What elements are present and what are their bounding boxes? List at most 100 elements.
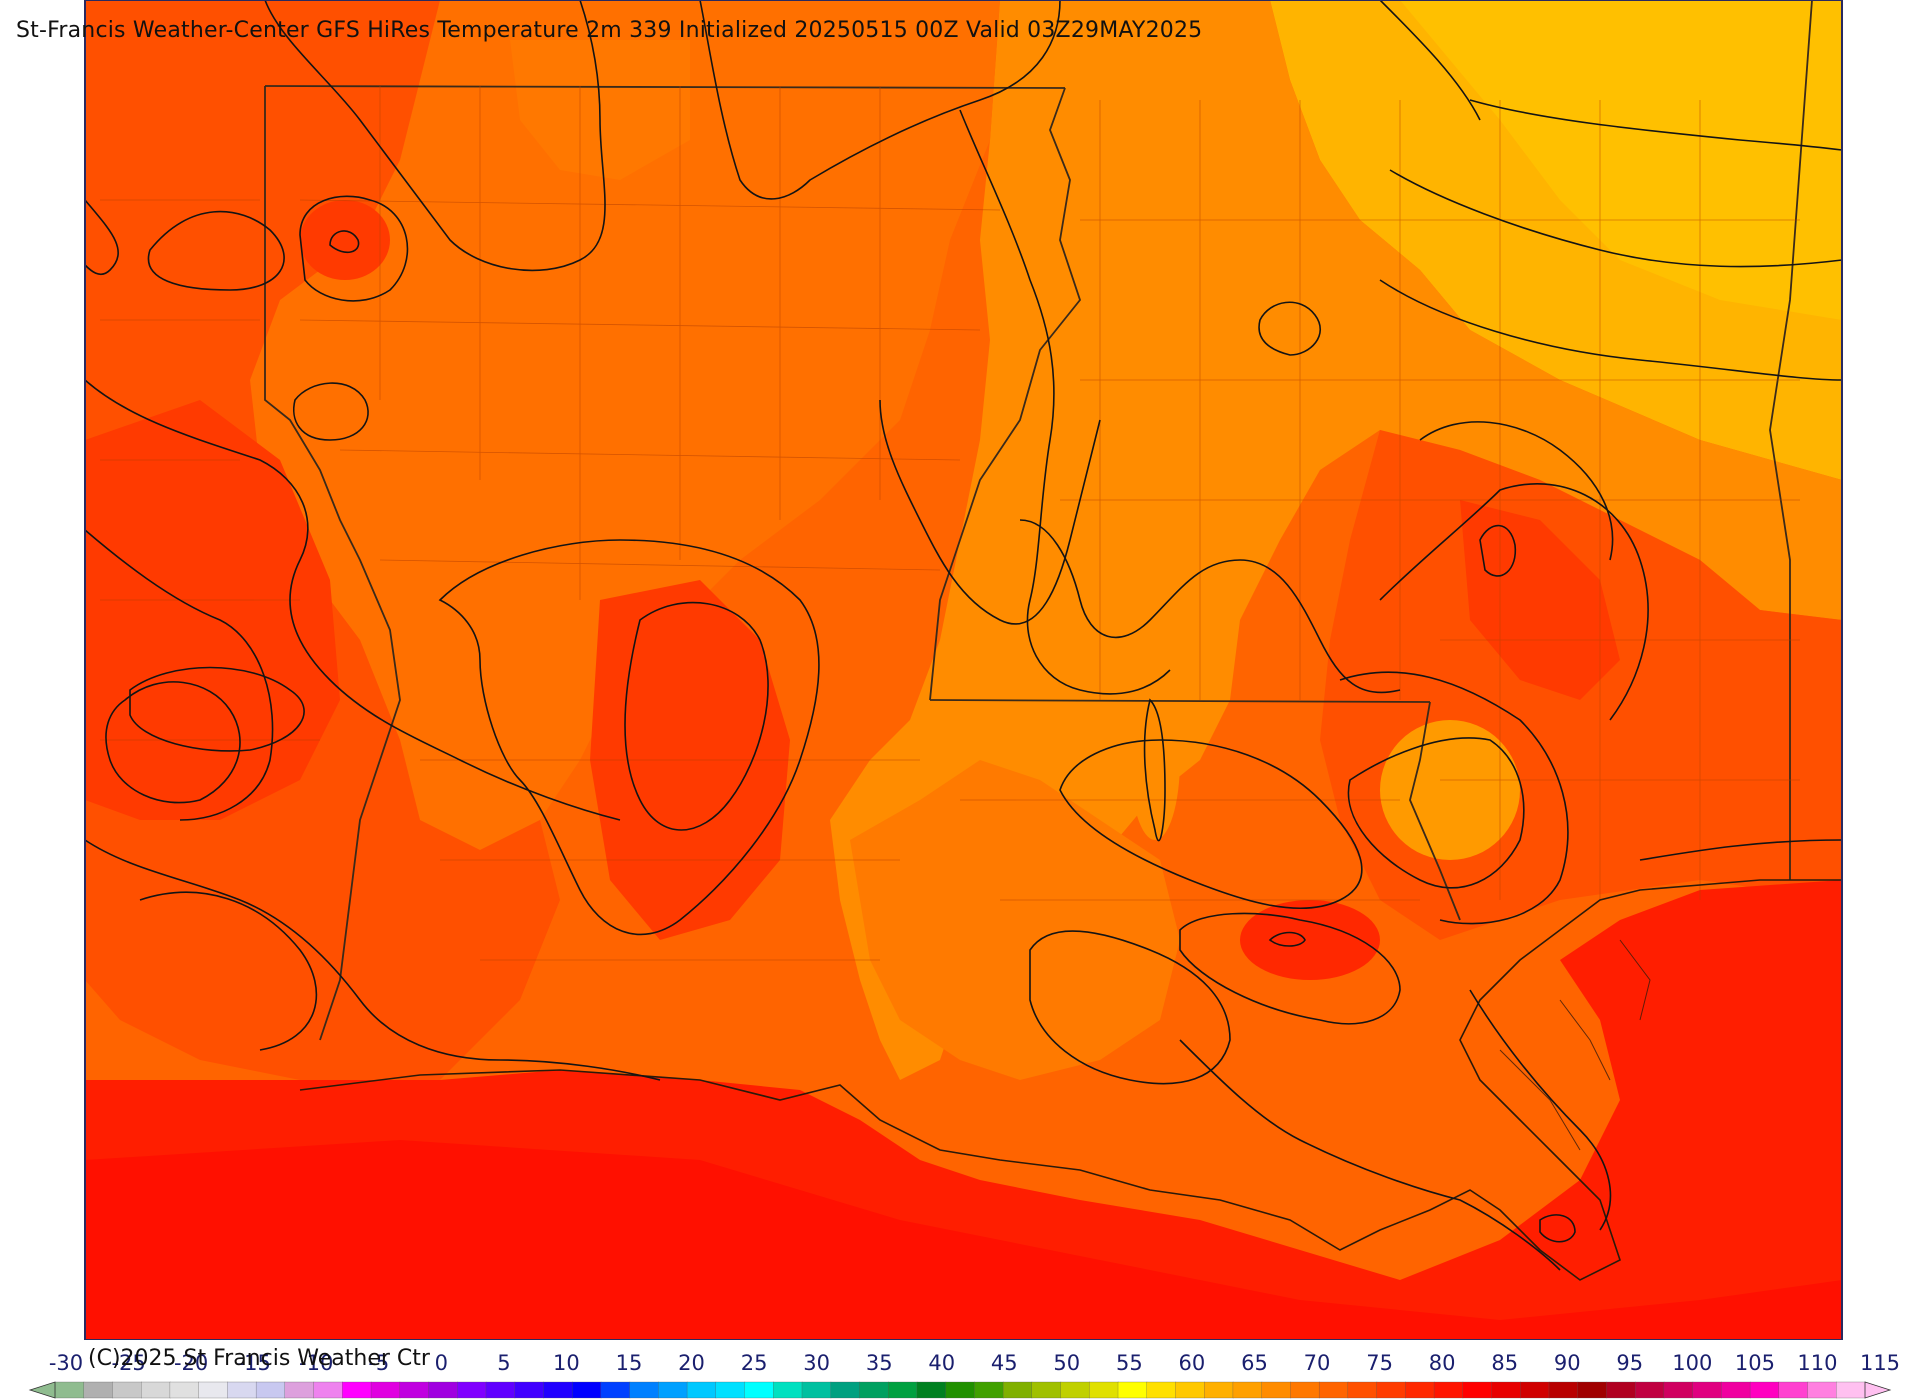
colorbar-bin: [1692, 1381, 1722, 1399]
colorbar-tick-label: 10: [553, 1351, 580, 1375]
contour-22: [1029, 930, 1231, 1085]
colorbar-right-arrow: [1864, 1381, 1892, 1399]
colorbar-tick-label: 50: [1053, 1351, 1080, 1375]
border-alabama-georgia: [1769, 0, 1813, 880]
contour-21: [1059, 739, 1363, 910]
colorbar-bin: [169, 1381, 200, 1399]
region-70f-west: [250, 0, 1000, 850]
colorbar-bin: [1778, 1381, 1809, 1399]
colorbar-bin: [1232, 1381, 1263, 1399]
colorbar-bin: [600, 1381, 631, 1399]
colorbar-bin: [485, 1381, 516, 1399]
colorbar-tick-label: 90: [1554, 1351, 1581, 1375]
colorbar-bin: [1836, 1381, 1866, 1399]
contour-27: [1419, 421, 1614, 561]
colorbar-bin: [141, 1381, 171, 1399]
colorbar-tick-label: -20: [174, 1351, 208, 1375]
colorbar-bin: [313, 1381, 343, 1399]
contour-2: [147, 210, 285, 291]
border-arkansas-north: [264, 85, 1066, 89]
colorbar-bin: [1807, 1381, 1837, 1399]
colorbar-bin: [1721, 1381, 1751, 1399]
colorbar-bin: [284, 1381, 315, 1399]
colorbar-bin: [83, 1381, 114, 1399]
colorbar-bin: [399, 1381, 430, 1399]
colorbar-bin: [1491, 1381, 1521, 1399]
temperature-map: [84, 0, 1843, 1340]
colorbar-tick-label: 45: [991, 1351, 1018, 1375]
colorbar-tick-label: 95: [1616, 1351, 1643, 1375]
colorbar-bin: [1204, 1381, 1234, 1399]
copyright-notice: (C)2025 St Francis Weather Ctr: [88, 1346, 430, 1371]
colorbar-bin: [54, 1381, 85, 1399]
colorbar-tick-label: 70: [1304, 1351, 1331, 1375]
contour-16: [879, 399, 1101, 625]
contour-12: [139, 891, 318, 1051]
colorbar-tick-label: 25: [741, 1351, 768, 1375]
colorbar-tick-label: 80: [1429, 1351, 1456, 1375]
colorbar-bin: [945, 1381, 976, 1399]
colorbar-bin: [1318, 1381, 1349, 1399]
colorbar-bin: [658, 1381, 688, 1399]
region-80f-west: [85, 400, 340, 820]
colorbar-bin: [1577, 1381, 1608, 1399]
colorbar-tick-label: -30: [49, 1351, 83, 1375]
river-delta: [1499, 939, 1651, 1151]
colorbar-bin: [1606, 1381, 1636, 1399]
colorbar-bin: [859, 1381, 889, 1399]
colorbar-tick-label: -15: [237, 1351, 271, 1375]
contour-26: [1379, 483, 1649, 721]
contour-29: [1347, 737, 1525, 889]
contour-15: [624, 601, 769, 831]
colorbar-tick-label: -5: [368, 1351, 389, 1375]
colorbar-bin: [744, 1381, 774, 1399]
contour-23: [1179, 912, 1401, 1025]
colorbar-bin: [916, 1381, 947, 1399]
contour-36: [1539, 1214, 1576, 1243]
contour-8: [84, 379, 621, 821]
coastline: [299, 879, 1842, 1281]
colorbar-bin: [1520, 1381, 1550, 1399]
colorbar-bin: [514, 1381, 545, 1399]
colorbar-tick-label: 85: [1491, 1351, 1518, 1375]
contour-25: [1339, 671, 1569, 925]
map-title: St-Francis Weather-Center GFS HiRes Temp…: [16, 18, 1203, 43]
colorbar-bin: [1031, 1381, 1062, 1399]
contour-7: [699, 0, 1061, 200]
colorbar-bin: [1635, 1381, 1665, 1399]
border-al-ms: [1409, 701, 1461, 921]
colorbar-bin: [1663, 1381, 1694, 1399]
colorbar-bin: [888, 1381, 918, 1399]
colorbar-tick-label: 30: [803, 1351, 830, 1375]
colorbar-tick-label: 100: [1672, 1351, 1712, 1375]
colorbar-bin: [255, 1381, 286, 1399]
contour-33: [1379, 0, 1481, 121]
colorbar-bin: [830, 1381, 861, 1399]
contour-28: [1479, 524, 1517, 577]
colorbar-bin: [1548, 1381, 1579, 1399]
colorbar-bin: [1261, 1381, 1292, 1399]
hotspot-southeast: [1240, 900, 1380, 980]
contour-18: [1019, 519, 1401, 694]
colorbar-bin: [198, 1381, 229, 1399]
contour-35: [1179, 1039, 1561, 1271]
contour-32: [1469, 99, 1843, 151]
colorbar-tick-label: 60: [1179, 1351, 1206, 1375]
contour-24: [1268, 931, 1306, 947]
contour-30: [1389, 169, 1843, 268]
contour-9: [84, 529, 274, 821]
colorbar-tick-label: 5: [497, 1351, 510, 1375]
contour-10: [105, 681, 241, 804]
colorbar-bin: [457, 1381, 487, 1399]
colorbar-bin: [1405, 1381, 1435, 1399]
colorbar-bin: [686, 1381, 717, 1399]
colorbar-bin: [974, 1381, 1004, 1399]
contour-1: [84, 199, 119, 275]
colorbar-bin: [227, 1381, 257, 1399]
cool-pocket-panhandle: [1380, 720, 1520, 860]
colorbar-tick-label: 35: [866, 1351, 893, 1375]
colorbar-bin: [428, 1381, 458, 1399]
map-frame: [84, 0, 1843, 1340]
colorbar-bin: [1175, 1381, 1205, 1399]
colorbar-tick-labels: -30 -25 -20 -15 -10 -5 0 5 10 15 20 25 30 35 40 45 50 55 6…: [49, 1351, 1900, 1375]
